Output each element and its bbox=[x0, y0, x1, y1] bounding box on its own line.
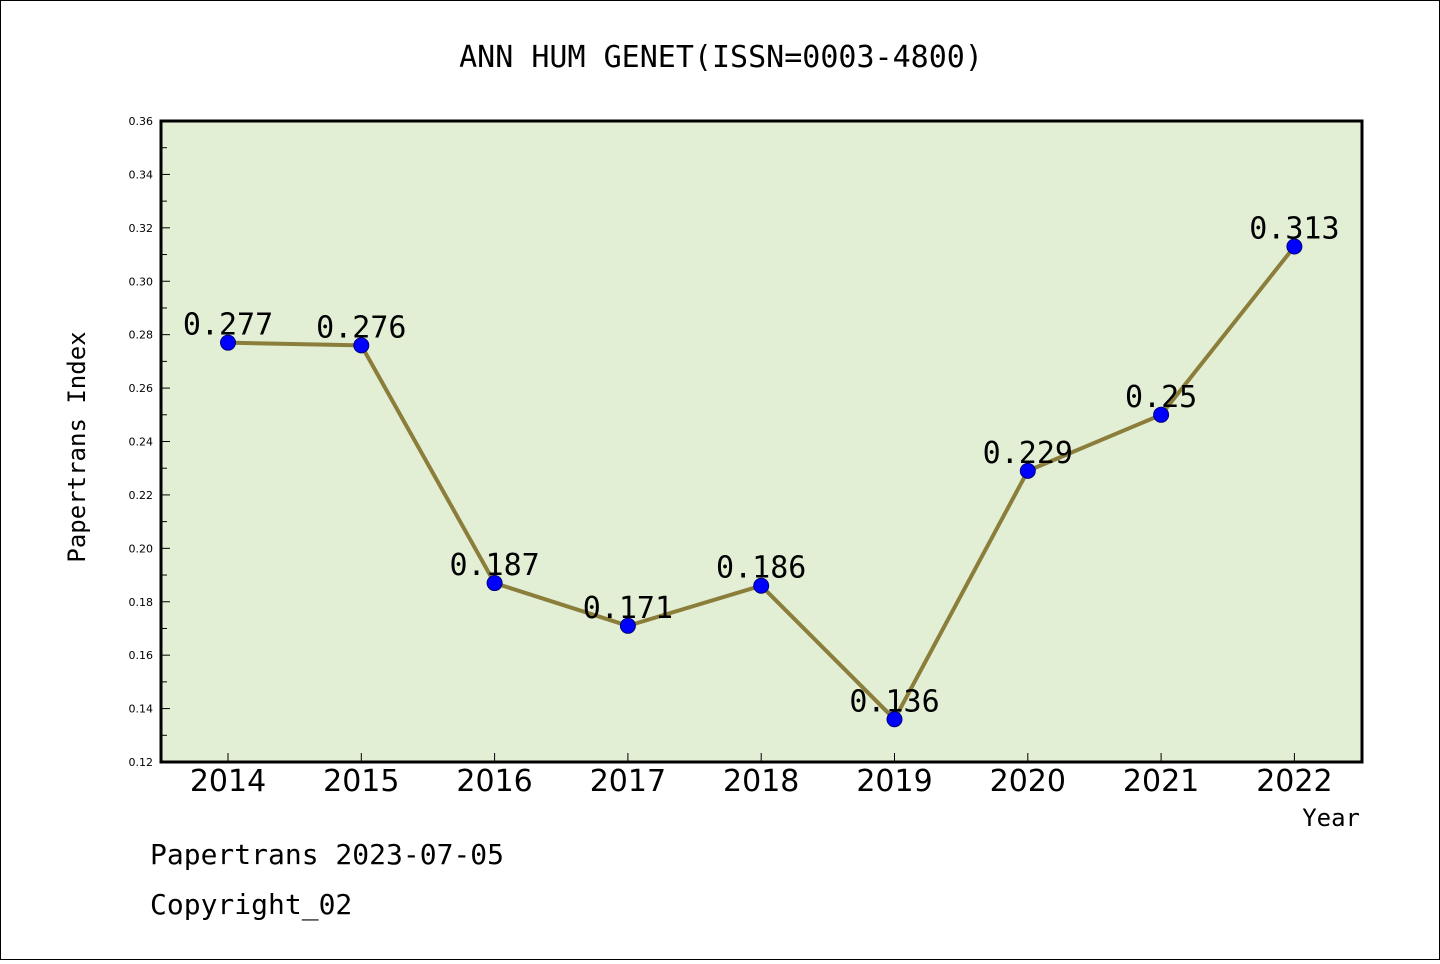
chart-title: ANN HUM GENET(ISSN=0003-4800) bbox=[459, 40, 983, 75]
footer-copyright: Copyright_02 bbox=[150, 888, 352, 922]
data-label: 0.186 bbox=[716, 551, 806, 586]
y-tick-label: 0.18 bbox=[129, 596, 154, 609]
y-tick-label: 0.14 bbox=[129, 703, 154, 716]
y-tick-label: 0.28 bbox=[129, 329, 154, 342]
x-tick-label: 2018 bbox=[723, 764, 799, 799]
y-tick-label: 0.20 bbox=[129, 542, 154, 555]
y-tick-label: 0.36 bbox=[129, 115, 154, 128]
x-tick-label: 2019 bbox=[856, 764, 932, 799]
y-tick-label: 0.26 bbox=[129, 382, 154, 395]
series-line-group bbox=[220, 238, 1303, 728]
data-label: 0.313 bbox=[1249, 212, 1339, 247]
data-label: 0.136 bbox=[849, 684, 939, 719]
x-tick-label: 2014 bbox=[190, 764, 266, 799]
x-tick-label: 2022 bbox=[1256, 764, 1332, 799]
x-tick-label: 2020 bbox=[990, 764, 1066, 799]
x-axis: 2014 2015 2016 2017 2018 2019 2020 2021 2022 bbox=[190, 753, 1333, 799]
data-point-marker bbox=[619, 617, 636, 634]
data-label: 0.229 bbox=[983, 436, 1073, 471]
data-point-marker bbox=[353, 337, 370, 354]
y-axis-title: Papertrans Index bbox=[63, 331, 91, 562]
x-tick-label: 2016 bbox=[456, 764, 532, 799]
data-label: 0.171 bbox=[583, 591, 673, 626]
data-point-marker bbox=[1019, 462, 1036, 479]
x-tick-label: 2021 bbox=[1123, 764, 1199, 799]
x-tick-label: 2017 bbox=[590, 764, 666, 799]
y-axis: 0.12 0.14 0.16 0.18 0.20 0.22 0.24 0.26 0.28 0.30… bbox=[129, 115, 170, 769]
y-tick-label: 0.30 bbox=[129, 275, 154, 288]
y-tick-label: 0.34 bbox=[129, 168, 154, 181]
plot-area bbox=[161, 121, 1362, 762]
y-tick-label: 0.32 bbox=[129, 222, 154, 235]
data-point-marker bbox=[753, 577, 770, 594]
y-tick-label: 0.22 bbox=[129, 489, 154, 502]
y-tick-label: 0.16 bbox=[129, 649, 154, 662]
data-label: 0.187 bbox=[449, 548, 539, 583]
data-point-marker bbox=[886, 711, 903, 728]
data-label: 0.276 bbox=[316, 310, 406, 345]
data-point-marker bbox=[1153, 406, 1170, 423]
x-tick-label: 2015 bbox=[323, 764, 399, 799]
data-point-marker bbox=[1286, 238, 1303, 255]
data-point-marker bbox=[220, 334, 236, 351]
x-axis-title: Year bbox=[1302, 804, 1360, 832]
data-labels: 0.277 0.276 0.187 0.171 0.186 0.136 0.229 0.25 0… bbox=[183, 212, 1340, 720]
plot-border bbox=[159, 119, 1364, 764]
y-tick-label: 0.24 bbox=[129, 436, 154, 449]
data-label: 0.277 bbox=[183, 308, 273, 343]
footer-date: Papertrans 2023-07-05 bbox=[150, 838, 504, 871]
data-point-marker bbox=[486, 575, 503, 592]
data-label: 0.25 bbox=[1125, 380, 1197, 415]
y-tick-label: 0.12 bbox=[129, 756, 154, 769]
